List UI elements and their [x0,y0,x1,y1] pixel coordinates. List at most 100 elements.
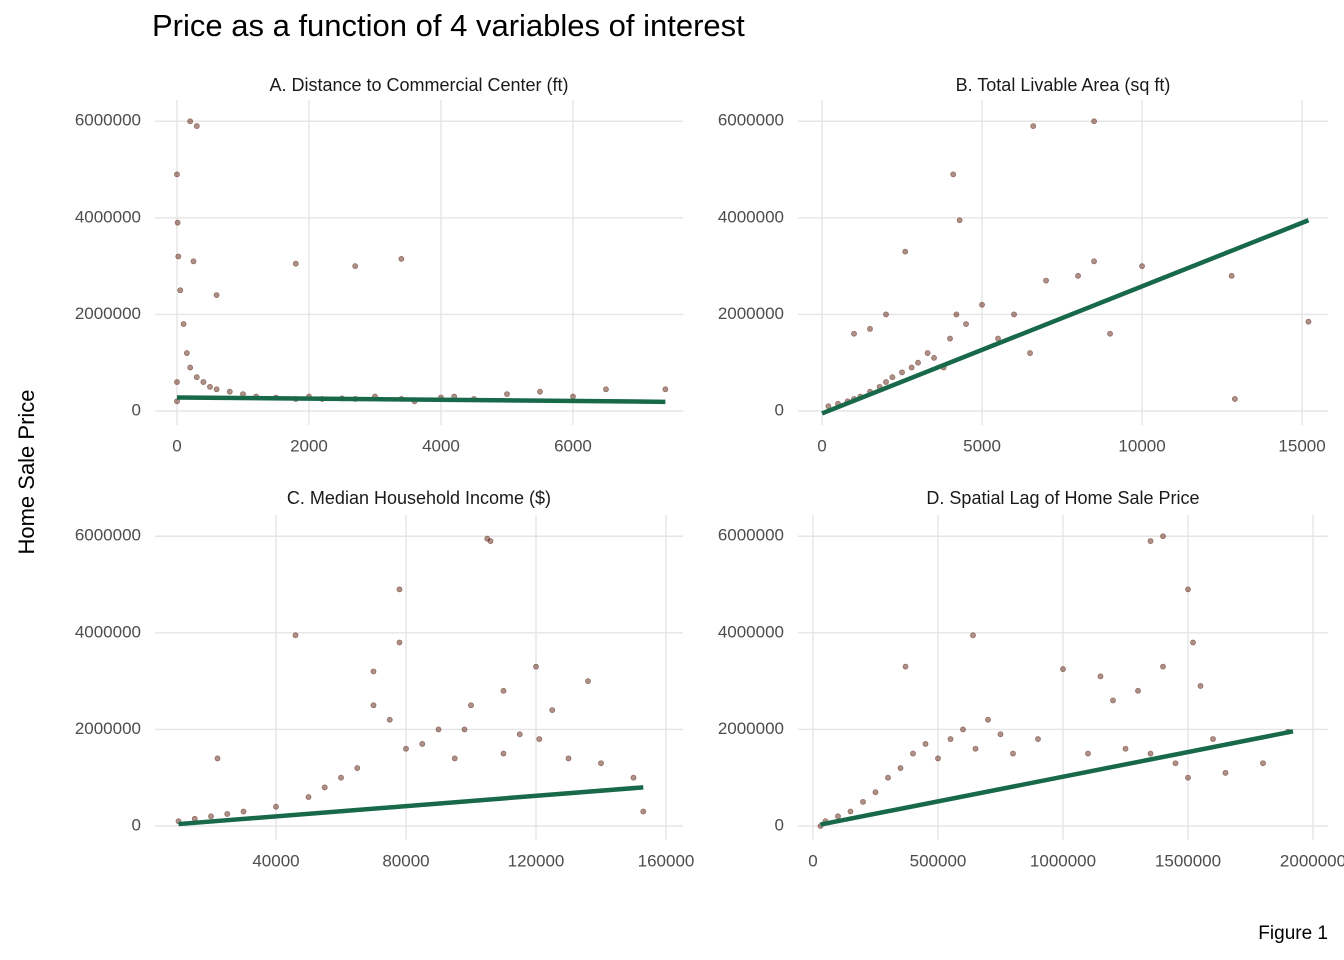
point [1035,736,1041,742]
point [872,789,879,796]
fit-line [178,785,644,827]
y-tick-label: 6000000 [718,526,784,545]
fit-line [176,395,666,405]
point [207,383,213,390]
point [292,260,299,267]
panel-title: B. Total Livable Area (sq ft) [956,75,1171,95]
point [398,255,405,262]
point [175,253,182,260]
point [1043,277,1049,284]
x-tick-label: 4000 [422,436,460,455]
point [985,716,991,723]
x-tick-label: 0 [817,436,826,455]
point [1107,330,1113,337]
point [630,774,637,781]
point [915,359,921,366]
point [902,248,909,255]
point [1011,311,1017,318]
point [835,813,841,820]
point [468,702,474,709]
point [1160,533,1166,540]
point [1075,272,1081,279]
point [352,263,359,270]
x-tick-label: 2000000 [1280,851,1344,870]
point [1185,774,1191,781]
point [190,258,197,265]
y-axis-label: Home Sale Price [14,389,39,554]
y-tick-label: 2000000 [718,719,784,738]
point [1010,750,1016,757]
point [1190,639,1196,646]
point [953,311,960,318]
point [500,750,507,757]
point [193,374,200,381]
point [1210,736,1216,742]
point [533,663,539,670]
point [1060,666,1066,672]
point [963,321,969,327]
point [396,586,403,593]
point [500,687,507,694]
point [1160,663,1166,670]
y-tick-label: 6000000 [75,526,141,545]
x-tick-label: 6000 [554,436,592,455]
point [972,745,979,752]
point [1147,750,1154,757]
point [922,741,929,747]
point [193,123,200,129]
point [396,639,403,646]
y-tick-label: 2000000 [718,304,784,323]
point [487,538,494,544]
point [1091,258,1097,265]
point [208,813,214,820]
point [1027,350,1033,356]
point [240,808,247,815]
point [1305,318,1312,325]
y-tick-label: 4000000 [75,207,141,226]
point [1091,118,1097,125]
caption: Figure 1 [1258,923,1328,944]
point [598,760,604,767]
point [536,736,543,742]
point [435,726,442,733]
point [183,350,190,356]
point [860,798,866,805]
x-tick-label: 500000 [910,851,967,870]
y-tick-label: 0 [775,400,784,419]
point [213,292,220,298]
panel-title: D. Spatial Lag of Home Sale Price [926,488,1199,508]
point [1185,586,1191,593]
point [273,803,279,810]
point [997,731,1004,738]
x-tick-label: 160000 [638,851,695,870]
y-tick-label: 0 [132,400,141,419]
point [883,379,889,385]
point [370,668,377,675]
x-tick-label: 15000 [1278,436,1325,455]
point [516,731,523,738]
x-tick-label: 40000 [252,851,299,870]
point [180,321,187,327]
point [1260,760,1266,767]
x-tick-label: 5000 [963,436,1001,455]
point [1147,538,1154,544]
point [565,755,572,762]
point [603,386,609,393]
point [403,745,409,752]
y-tick-label: 0 [775,815,784,834]
point [213,386,220,393]
point [924,350,931,356]
point [947,335,953,342]
point [908,364,915,371]
point [174,171,180,178]
point [979,301,985,308]
point [321,784,328,791]
y-tick-label: 4000000 [718,207,784,226]
point [174,379,180,385]
point [883,311,889,318]
point [1135,687,1141,694]
point [174,219,181,226]
point [549,707,556,713]
point [338,774,344,781]
